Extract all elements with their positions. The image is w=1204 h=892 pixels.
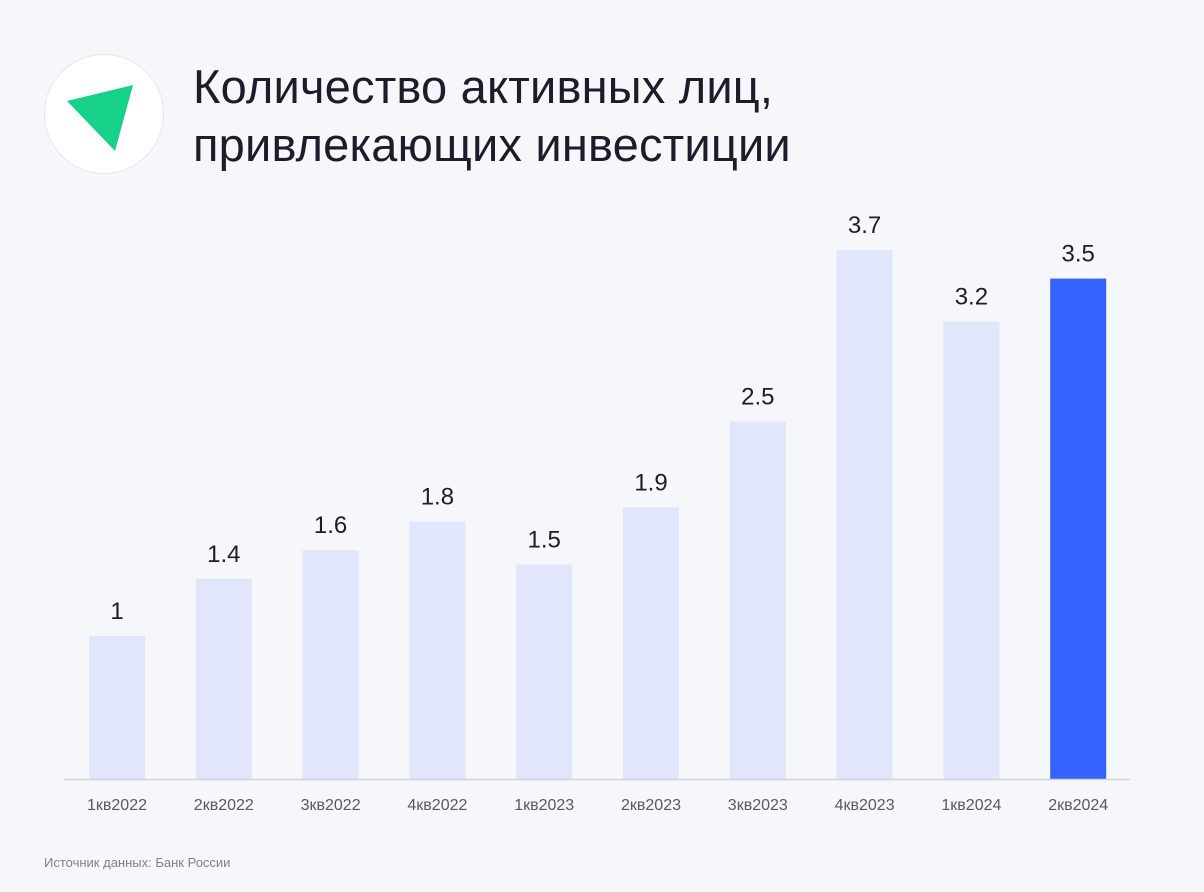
chart-title-line-2: привлекающих инвестиции <box>193 118 791 171</box>
x-tick-label: 2кв2023 <box>621 797 681 814</box>
bar <box>89 636 145 779</box>
x-tick-label: 1кв2022 <box>87 797 147 814</box>
x-tick-label: 3кв2022 <box>301 797 361 814</box>
bar-highlighted <box>1050 278 1107 779</box>
bar <box>195 578 252 779</box>
source-note: Источник данных: Банк России <box>44 855 231 870</box>
bar-value-label: 3.2 <box>955 284 988 311</box>
bar-value-label: 3.5 <box>1062 241 1095 268</box>
x-tick-label: 3кв2023 <box>728 797 788 814</box>
triangle-logo-icon <box>67 85 133 151</box>
bar-value-label: 3.7 <box>848 212 881 239</box>
chart-title: Количество активных лиц, привлекающих ин… <box>193 58 791 174</box>
bar <box>943 321 1000 779</box>
chart-title-line-1: Количество активных лиц, <box>193 60 774 113</box>
bar <box>302 550 359 779</box>
bar-value-label: 1.9 <box>634 469 667 496</box>
bar-value-label: 1.6 <box>314 512 347 539</box>
bar <box>729 421 786 779</box>
bar <box>516 564 573 779</box>
bar <box>836 250 893 779</box>
bar <box>409 521 466 779</box>
x-tick-label: 4кв2023 <box>835 797 895 814</box>
bar-value-label: 2.5 <box>741 384 774 411</box>
x-tick-label: 1кв2024 <box>941 797 1001 814</box>
bar-value-label: 1.5 <box>528 527 561 554</box>
x-tick-label: 2кв2024 <box>1048 797 1108 814</box>
bar-value-label: 1 <box>110 598 123 625</box>
x-tick-label: 1кв2023 <box>514 797 574 814</box>
bar <box>623 507 679 779</box>
x-tick-label: 2кв2022 <box>194 797 254 814</box>
bar-value-label: 1.8 <box>421 484 454 511</box>
x-tick-label: 4кв2022 <box>407 797 467 814</box>
logo <box>44 54 164 174</box>
bar-value-label: 1.4 <box>207 541 240 568</box>
